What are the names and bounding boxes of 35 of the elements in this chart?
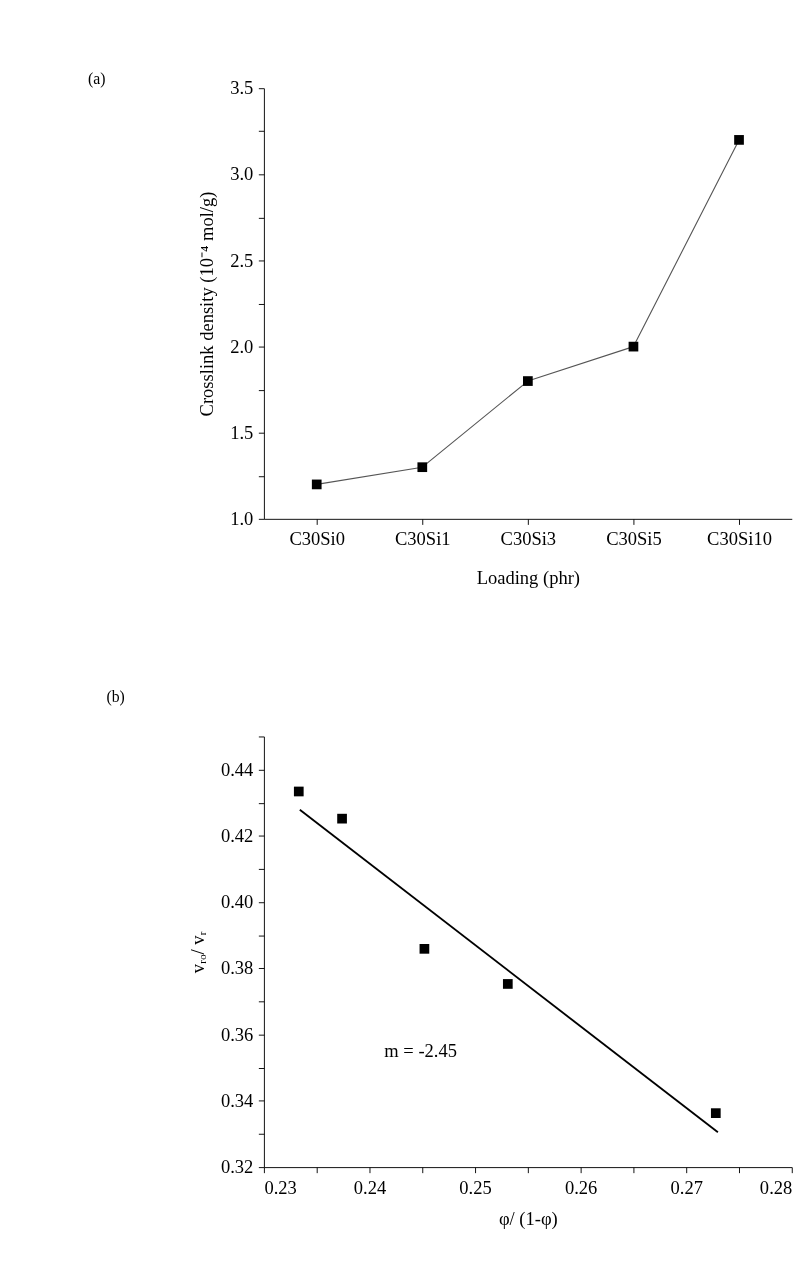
- x-tick-label: 0.27: [670, 1176, 703, 1198]
- y-tick-label: 2.0: [230, 335, 254, 357]
- x-tick-label: C30Si0: [289, 528, 345, 550]
- y-tick-label: 3.0: [230, 163, 254, 185]
- point: [734, 135, 744, 145]
- x-tick-label: 0.28: [759, 1176, 793, 1198]
- x-axis-title: φ/ (1-φ): [498, 1208, 558, 1231]
- point: [417, 462, 428, 473]
- point: [311, 479, 322, 490]
- y-tick-label: 1.5: [230, 421, 254, 443]
- x-tick-label: C30Si5: [606, 528, 662, 550]
- y-tick-label: 0.44: [220, 758, 254, 780]
- x-axis-title: Loading (phr): [476, 567, 581, 590]
- y-tick-label: 0.36: [220, 1023, 254, 1045]
- y-axis-title: Crosslink density (10⁻⁴ mol/g): [196, 191, 219, 417]
- x-tick-label: 0.25: [459, 1176, 492, 1198]
- y-tick-label: 0.34: [220, 1089, 254, 1111]
- y-tick-label: 0.38: [220, 957, 254, 979]
- annotation: m = -2.45: [384, 1039, 457, 1061]
- y-tick-label: 0.40: [220, 891, 254, 913]
- y-tick-label: 1.0: [230, 507, 254, 529]
- text: (a): [87, 69, 106, 88]
- x-tick-label: C30Si10: [707, 528, 772, 550]
- y-tick-label: 0.32: [220, 1156, 254, 1178]
- x-tick-label: 0.23: [264, 1176, 297, 1198]
- y-tick-label: 3.5: [230, 77, 254, 99]
- x-tick-label: C30Si3: [500, 528, 557, 550]
- x-tick-label: C30Si1: [394, 528, 451, 550]
- y-axis-title: vᵣₒ/ vᵣ: [187, 931, 209, 974]
- point: [523, 376, 533, 386]
- y-tick-label: 0.42: [220, 824, 254, 846]
- text: (b): [106, 688, 125, 707]
- x-tick-label: 0.26: [564, 1176, 598, 1198]
- x-tick-label: 0.24: [353, 1176, 387, 1198]
- y-tick-label: 2.5: [230, 249, 254, 271]
